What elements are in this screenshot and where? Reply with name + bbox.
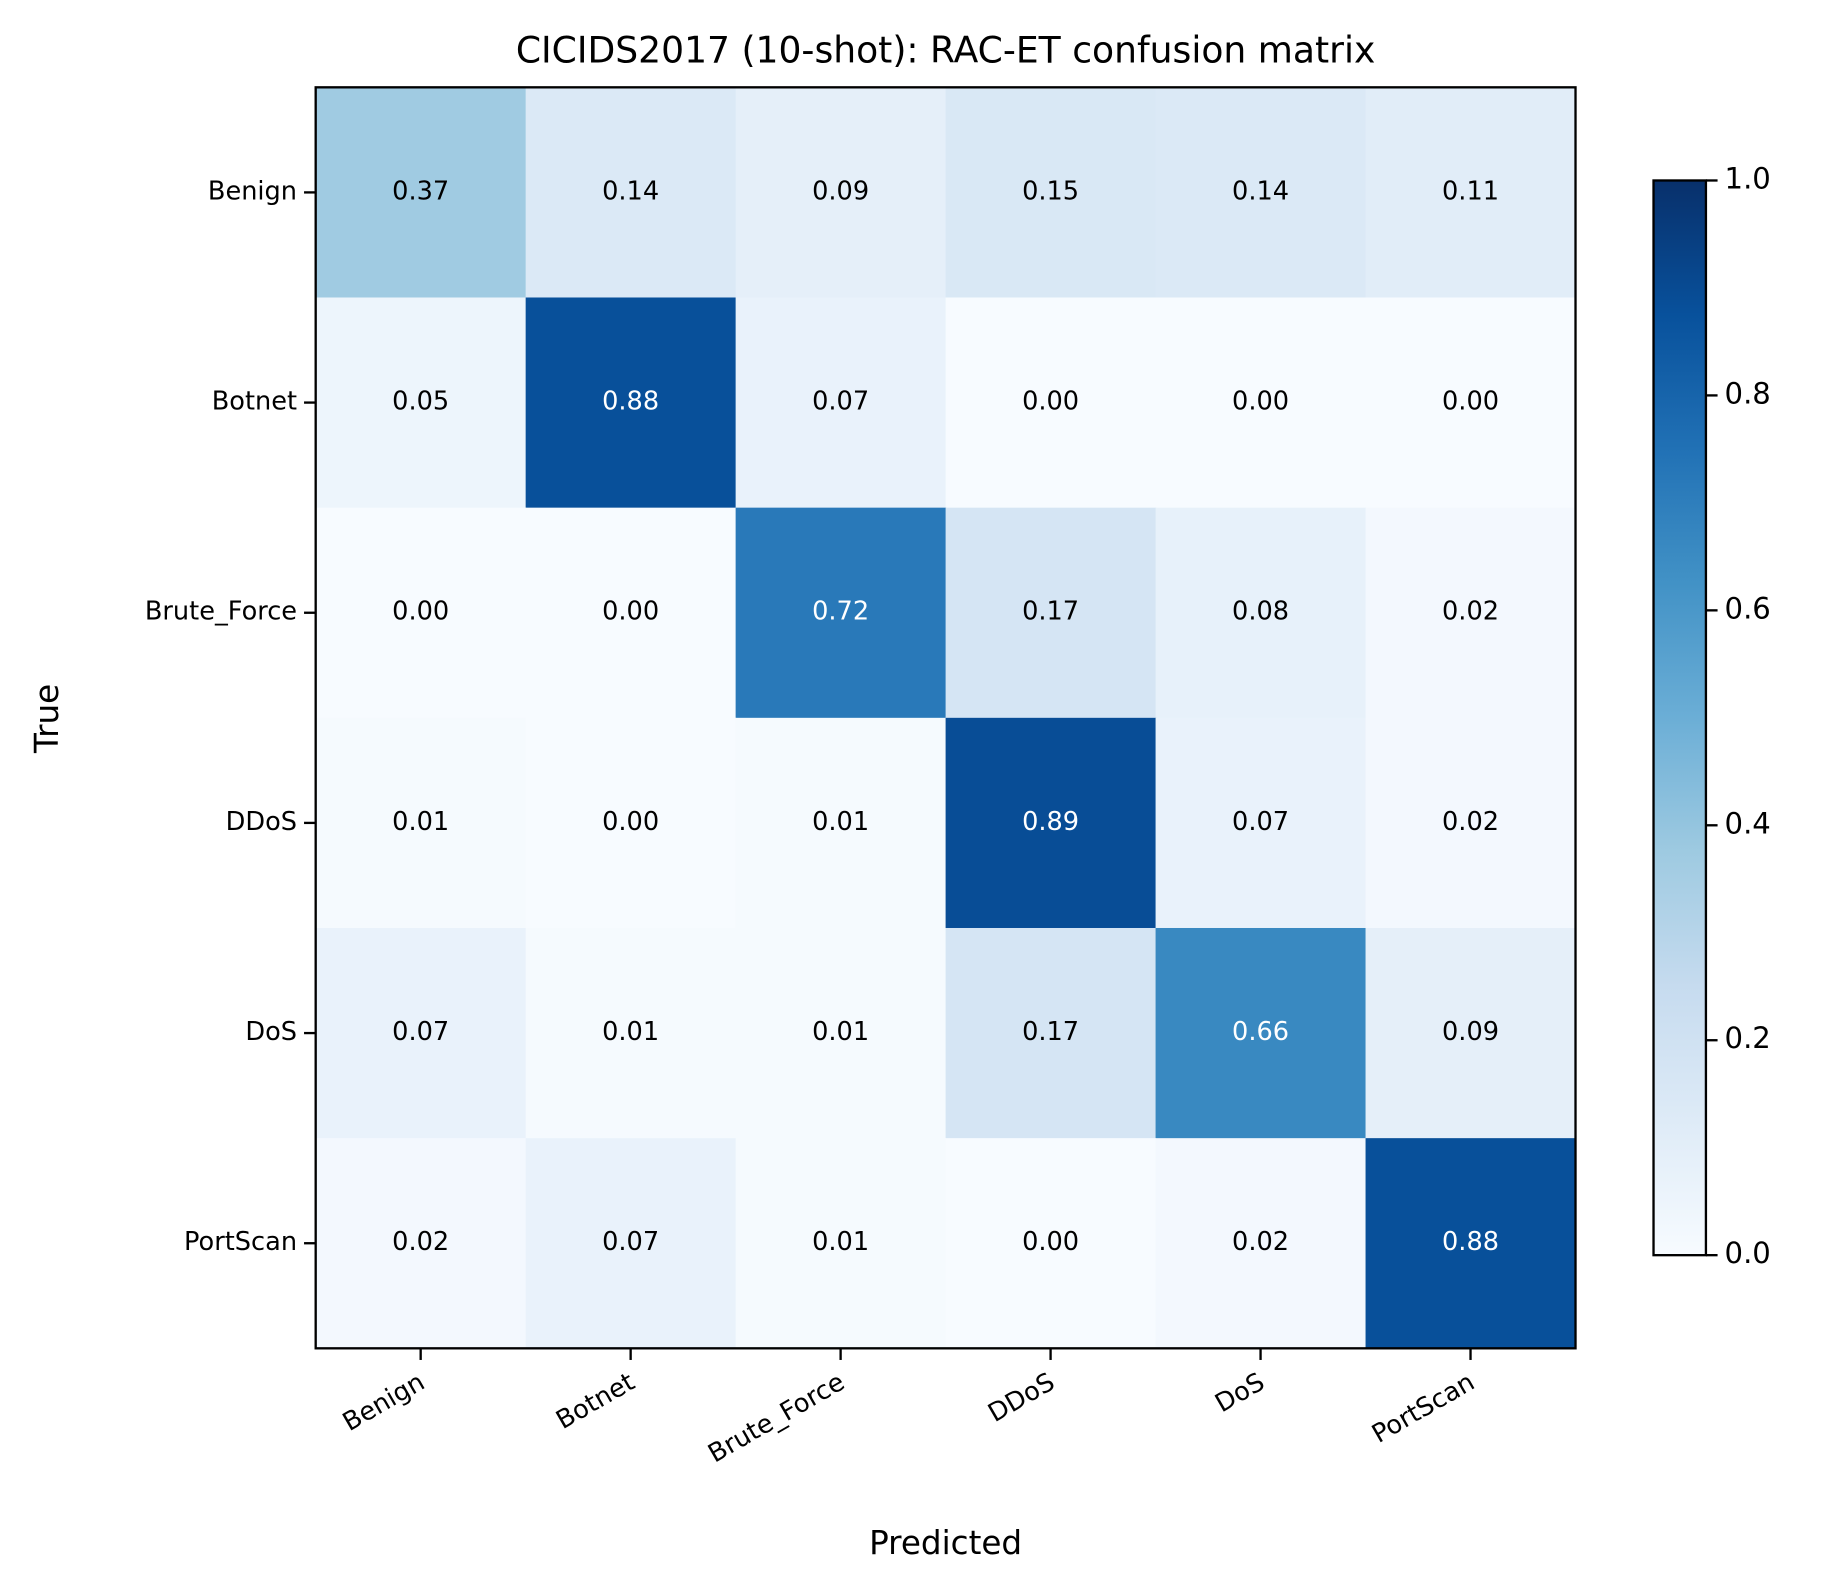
heatmap-cell — [1365, 507, 1577, 719]
cell-label: 0.00 — [1232, 387, 1289, 417]
cell-label: 0.01 — [812, 1227, 869, 1257]
cell-label: 0.88 — [602, 387, 659, 417]
x-tick-label: Botnet — [551, 1367, 640, 1436]
colorbar — [1652, 179, 1708, 1257]
x-tick-label: Benign — [338, 1367, 430, 1438]
colorbar-tick-label: 1.0 — [1725, 161, 1771, 195]
heatmap-cell — [1155, 1138, 1367, 1349]
heatmap-cell — [1365, 717, 1577, 929]
heatmap-cell — [945, 927, 1157, 1139]
heatmap-cell — [735, 297, 947, 509]
cell-label: 0.09 — [812, 176, 869, 206]
cell-label: 0.01 — [602, 1017, 659, 1047]
cell-label: 0.15 — [1022, 176, 1079, 206]
x-tick-label: DoS — [1210, 1367, 1270, 1419]
heatmap-cell — [315, 717, 527, 929]
cell-label: 0.88 — [1442, 1227, 1499, 1257]
cell-label: 0.72 — [812, 597, 869, 627]
colorbar-tick-label: 0.6 — [1725, 591, 1771, 625]
cell-label: 0.08 — [1232, 597, 1289, 627]
heatmap-cell — [735, 1138, 947, 1349]
heatmap-cell — [525, 1138, 737, 1349]
cell-label: 0.17 — [1022, 597, 1079, 627]
heatmap-cell — [1155, 507, 1367, 719]
heatmap-cell — [1155, 717, 1367, 929]
heatmap-cell — [525, 297, 737, 509]
heatmap-cell — [945, 297, 1157, 509]
heatmap-cell — [1365, 927, 1577, 1139]
chart-title: CICIDS2017 (10-shot): RAC-ET confusion m… — [516, 29, 1376, 71]
heatmap-cell — [315, 1138, 527, 1349]
heatmap-cell — [735, 717, 947, 929]
heatmap-cell — [735, 927, 947, 1139]
cell-label: 0.02 — [1232, 1227, 1289, 1257]
heatmap-cell — [945, 717, 1157, 929]
cell-label: 0.05 — [392, 387, 449, 417]
colorbar-tick-label: 0.0 — [1725, 1236, 1771, 1270]
x-axis-label: Predicted — [869, 1524, 1022, 1562]
cell-label: 0.01 — [812, 1017, 869, 1047]
cell-label: 0.07 — [602, 1227, 659, 1257]
heatmap-cell — [1155, 87, 1367, 299]
heatmap-cell — [1155, 927, 1367, 1139]
y-tick-label: Benign — [208, 176, 297, 206]
colorbar-tick-label: 0.2 — [1725, 1021, 1771, 1055]
heatmap-cell — [945, 1138, 1157, 1349]
cell-label: 0.66 — [1232, 1017, 1289, 1047]
heatmap-cell — [525, 717, 737, 929]
heatmap-cell — [945, 507, 1157, 719]
cell-label: 0.02 — [392, 1227, 449, 1257]
cell-label: 0.00 — [392, 597, 449, 627]
y-tick-label: Botnet — [212, 387, 297, 417]
cell-label: 0.01 — [392, 807, 449, 837]
cell-label: 0.37 — [392, 176, 449, 206]
cell-label: 0.00 — [1442, 387, 1499, 417]
y-tick-label: Brute_Force — [145, 597, 297, 627]
y-tick-label: PortScan — [184, 1227, 297, 1257]
heatmap-cell — [315, 927, 527, 1139]
colorbar-tick-label: 0.8 — [1725, 376, 1771, 410]
cell-label: 0.07 — [1232, 807, 1289, 837]
heatmap-cell — [1365, 297, 1577, 509]
heatmap-cell — [315, 507, 527, 719]
heatmap-cell — [315, 87, 527, 299]
cell-label: 0.09 — [1442, 1017, 1499, 1047]
cell-label: 0.02 — [1442, 807, 1499, 837]
cell-label: 0.00 — [602, 597, 659, 627]
cell-label: 0.11 — [1442, 176, 1499, 206]
cell-label: 0.07 — [812, 387, 869, 417]
cell-label: 0.00 — [1022, 1227, 1079, 1257]
heatmap-cell — [735, 87, 947, 299]
x-tick-label: DDoS — [983, 1367, 1060, 1429]
cell-label: 0.89 — [1022, 807, 1079, 837]
cell-label: 0.07 — [392, 1017, 449, 1047]
cell-label: 0.01 — [812, 807, 869, 837]
colorbar-tick-label: 0.4 — [1725, 806, 1771, 840]
heatmap-cell — [315, 297, 527, 509]
plot-frame — [314, 86, 1577, 1350]
heatmap-cell — [525, 87, 737, 299]
cell-label: 0.02 — [1442, 597, 1499, 627]
heatmap-cell — [525, 507, 737, 719]
heatmap-cell — [525, 927, 737, 1139]
heatmap-cell — [1365, 87, 1577, 299]
heatmap-cell — [735, 507, 947, 719]
y-tick-label: DoS — [245, 1017, 297, 1047]
heatmap-cell — [945, 87, 1157, 299]
x-tick-label: PortScan — [1367, 1367, 1480, 1449]
cell-label: 0.00 — [1022, 387, 1079, 417]
cell-label: 0.17 — [1022, 1017, 1079, 1047]
cell-label: 0.14 — [1232, 176, 1289, 206]
cell-label: 0.00 — [602, 807, 659, 837]
y-tick-label: DDoS — [226, 807, 297, 837]
x-tick-label: Brute_Force — [703, 1367, 850, 1469]
heatmap-cell — [1365, 1138, 1577, 1349]
y-axis-label: True — [28, 684, 66, 754]
cell-label: 0.14 — [602, 176, 659, 206]
heatmap-cell — [1155, 297, 1367, 509]
